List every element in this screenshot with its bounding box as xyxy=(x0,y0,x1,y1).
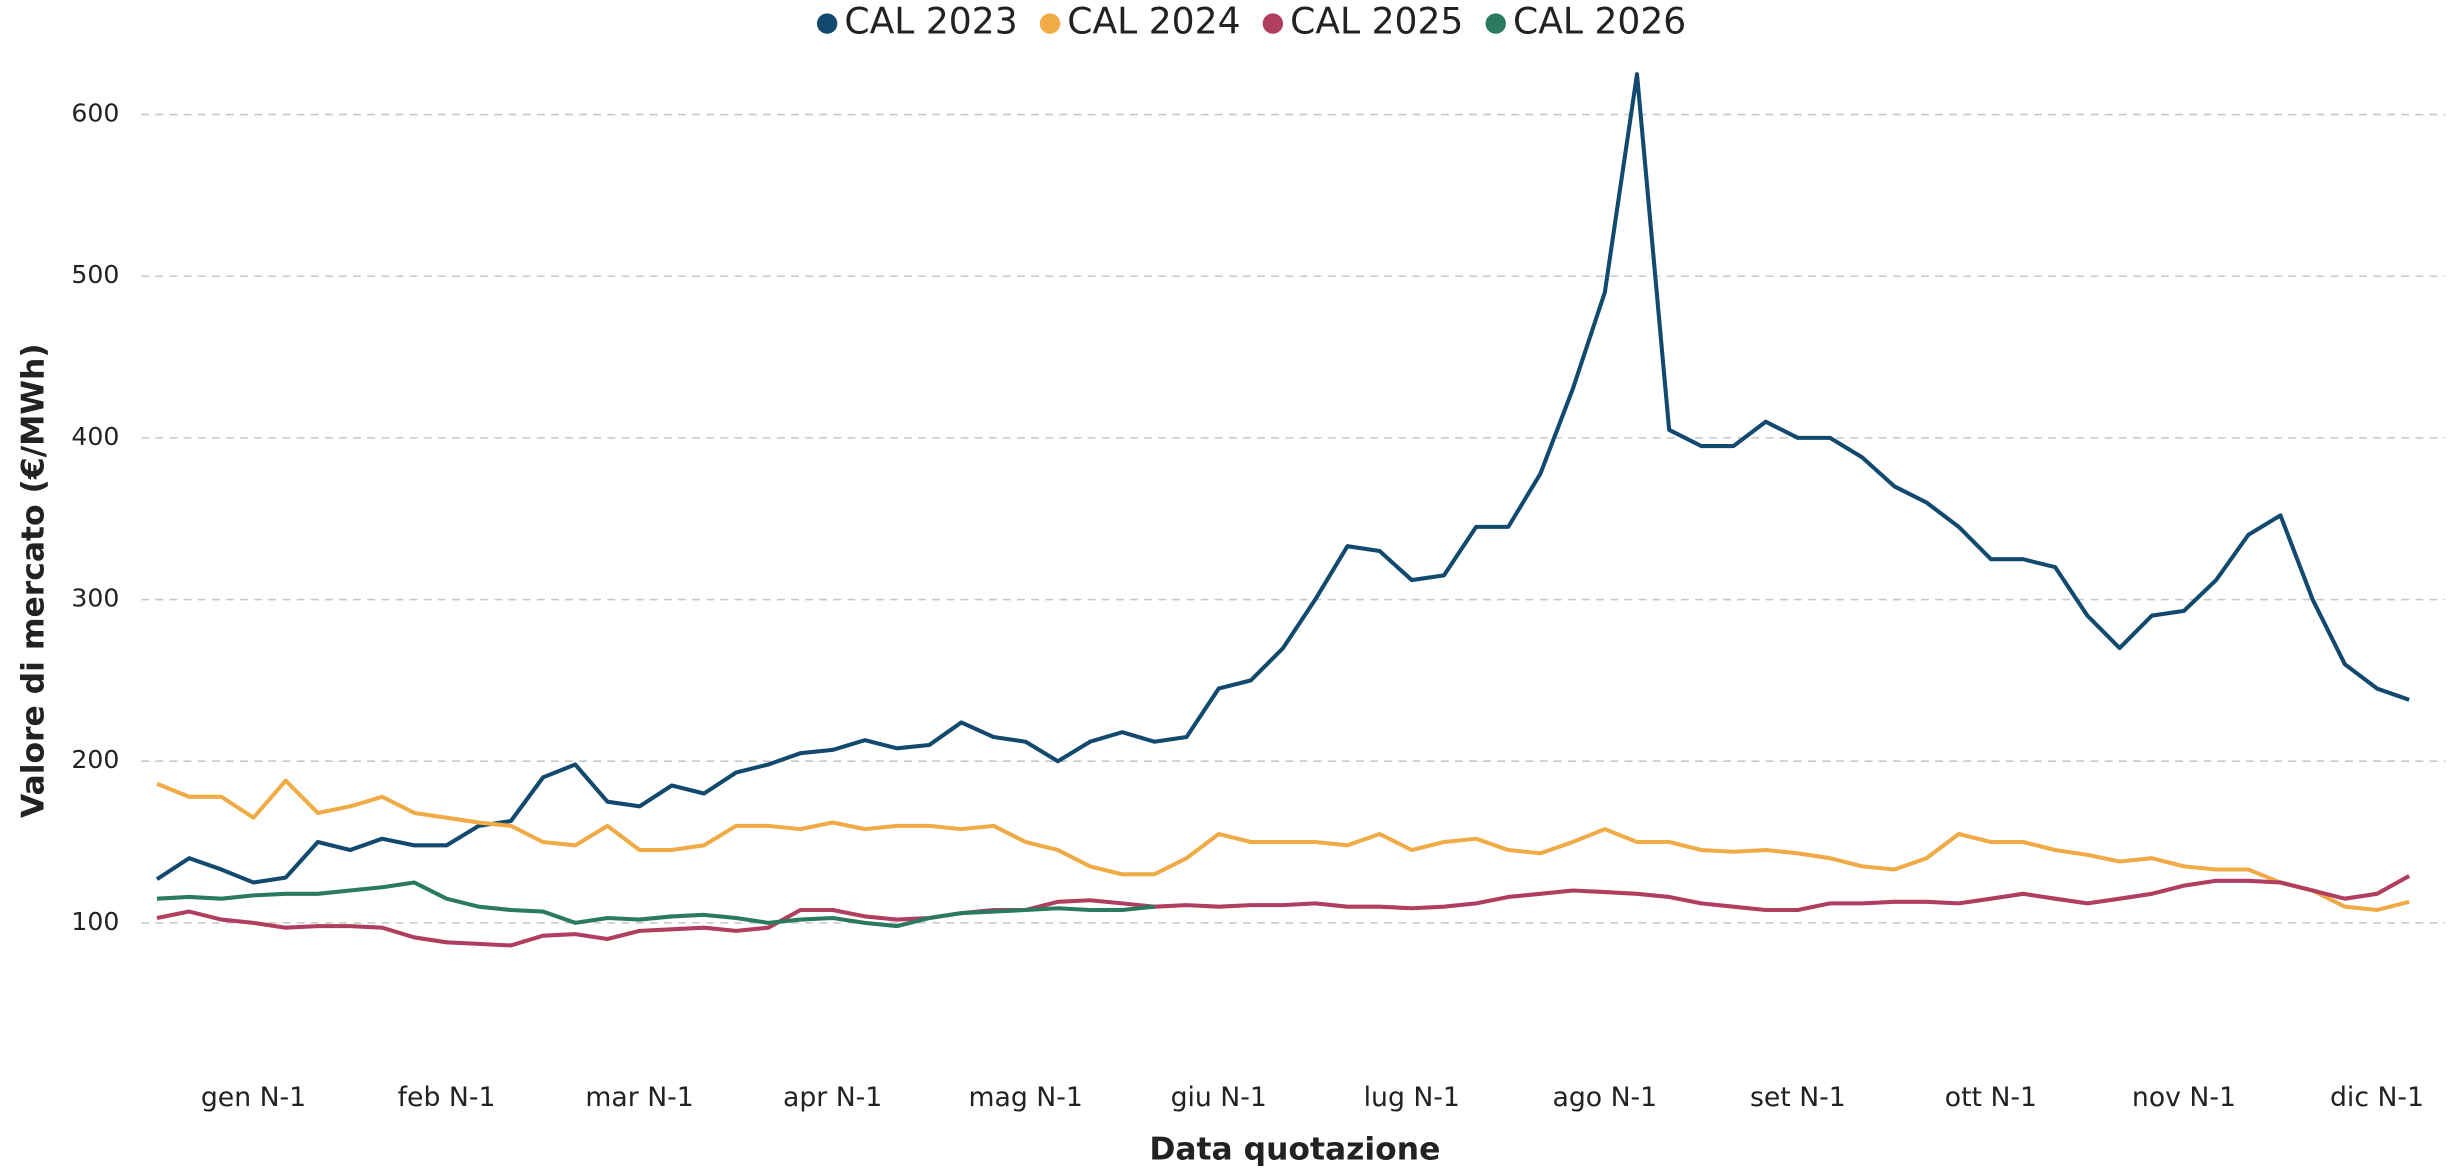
legend-marker xyxy=(1262,13,1284,34)
series-line xyxy=(156,874,2411,948)
x-tick-label: feb N-1 xyxy=(398,1082,496,1113)
y-tick-label: 600 xyxy=(71,99,119,128)
legend-marker xyxy=(1485,13,1506,34)
legend-label: CAL 2025 xyxy=(1290,1,1463,43)
y-axis-title: Valore di mercato (€/MWh) xyxy=(16,343,52,818)
y-tick-label: 200 xyxy=(71,745,119,774)
series-line xyxy=(156,880,1155,929)
x-axis-title: Data quotazione xyxy=(1149,1131,1440,1167)
x-tick-label: set N-1 xyxy=(1750,1082,1846,1113)
series-line xyxy=(156,778,2410,913)
x-tick-label: ott N-1 xyxy=(1945,1082,2037,1113)
y-tick-label: 100 xyxy=(71,907,119,936)
x-tick-label: nov N-1 xyxy=(2132,1082,2236,1113)
x-tick-label: apr N-1 xyxy=(783,1082,882,1113)
legend-label: CAL 2024 xyxy=(1067,1,1240,43)
series-line xyxy=(155,72,2410,885)
legend-label: CAL 2026 xyxy=(1513,1,1686,43)
legend-marker xyxy=(1039,13,1061,34)
x-tick-label: ago N-1 xyxy=(1553,1082,1658,1113)
x-tick-label: mag N-1 xyxy=(969,1082,1083,1113)
x-tick-label: lug N-1 xyxy=(1364,1082,1460,1113)
y-tick-label: 400 xyxy=(71,422,119,451)
x-tick-label: giu N-1 xyxy=(1171,1082,1267,1113)
y-tick-label: 300 xyxy=(71,584,119,613)
legend-marker xyxy=(816,13,838,34)
legend-label: CAL 2023 xyxy=(844,1,1017,43)
y-tick-label: 500 xyxy=(71,260,119,289)
x-tick-label: dic N-1 xyxy=(2330,1082,2424,1113)
x-tick-label: mar N-1 xyxy=(585,1082,693,1113)
x-tick-label: gen N-1 xyxy=(201,1082,306,1113)
